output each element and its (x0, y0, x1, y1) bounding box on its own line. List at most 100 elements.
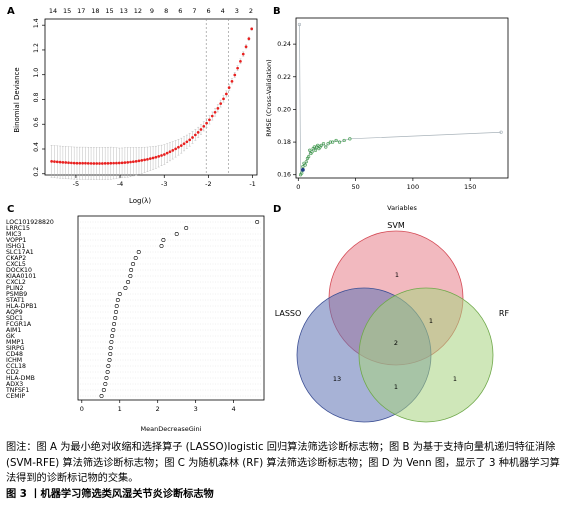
venn-label-lasso: LASSO (275, 309, 302, 318)
a-point-29 (131, 160, 135, 164)
b-point-19 (319, 143, 323, 147)
b-xtick-label-2: 100 (407, 183, 419, 191)
panel-a-lasso-chart: Log(λ) Binomial Deviance -5 -4 -3 -2 -1 0.2 0.… (13, 7, 258, 205)
panel-a-ylabel: Binomial Deviance (13, 67, 21, 132)
a-ytick-label-1: 0.4 (33, 142, 40, 152)
a-point-8 (72, 161, 76, 165)
a-point-41 (165, 151, 169, 155)
b-ytick-label-0: 0.16 (277, 172, 291, 179)
a-point-34 (146, 157, 149, 161)
c-point-14 (114, 304, 119, 308)
a-xtick-label-4: -1 (249, 180, 255, 188)
a-point-27 (126, 160, 130, 164)
b-point-26 (337, 140, 342, 144)
a-point-35 (148, 157, 152, 160)
c-point-13 (115, 298, 120, 302)
b-point-9 (308, 148, 312, 152)
c-point-1 (184, 226, 189, 230)
c-variable-label-11: PLIN2 (6, 285, 24, 292)
b-point-14 (313, 148, 318, 152)
venn-circle-rf (358, 287, 494, 423)
a-point-5 (64, 161, 68, 164)
a-ytick-label-3: 0.8 (33, 92, 40, 102)
a-point-4 (61, 160, 65, 164)
b-point-24 (331, 140, 335, 144)
panel-letter-c: C (7, 204, 14, 215)
a-point-38 (157, 155, 161, 158)
a-point-28 (129, 160, 132, 164)
panel-c-frame (77, 215, 265, 401)
a-point-20 (106, 161, 110, 165)
a-point-25 (120, 161, 124, 165)
c-point-0 (255, 220, 260, 224)
venn-count-lasso-rf: 1 (394, 383, 398, 391)
a-point-30 (134, 159, 138, 163)
c-xtick-label-4: 4 (232, 405, 236, 413)
a-point-3 (58, 160, 62, 164)
venn-count-svm-only: 1 (395, 271, 399, 279)
a-point-17 (98, 162, 101, 165)
a-point-65 (233, 73, 237, 77)
a-point-0 (50, 160, 53, 163)
b-series-line (299, 24, 502, 176)
caption-note: 图注：图 A 为最小绝对收缩和选择算子 (LASSO)logistic 回归算法… (6, 442, 560, 485)
c-point-23 (107, 358, 112, 362)
venn-count-lasso-only: 13 (333, 375, 341, 383)
a-top-label-1: 15 (63, 7, 71, 15)
a-top-label-13: 3 (235, 7, 239, 15)
a-point-43 (171, 149, 175, 152)
a-point-1 (53, 160, 56, 163)
b-ytick-label-2: 0.20 (277, 106, 291, 113)
figure-canvas: A B C D Log(λ) Binomial Deviance -5 -4 -3 -… (5, 6, 510, 433)
a-top-label-0: 14 (49, 7, 57, 15)
a-point-58 (213, 110, 217, 114)
c-point-20 (109, 340, 114, 344)
c-variable-label-28: TNFSF1 (5, 387, 29, 394)
b-point-8 (307, 155, 311, 159)
a-point-49 (188, 138, 192, 142)
a-point-69 (244, 45, 248, 49)
panel-d-venn-diagram: SVM LASSO RF 1 1 2 13 1 1 (275, 221, 510, 423)
c-xtick-label-1: 1 (118, 405, 122, 413)
a-point-33 (143, 158, 146, 162)
panel-b-svm-rfe-chart: Variables RMSE (Cross-Validation) 0 50 100… (265, 17, 509, 212)
c-point-8 (129, 268, 134, 272)
a-point-2 (55, 160, 59, 164)
a-ytick-label-2: 0.6 (33, 117, 40, 127)
a-point-36 (151, 156, 155, 160)
b-point-23 (328, 140, 332, 144)
c-variable-label-3: VOPP1 (6, 237, 26, 244)
a-ytick-label-0: 0.2 (33, 167, 40, 177)
panel-letter-b: B (273, 6, 281, 17)
b-point-11 (310, 150, 314, 154)
a-point-51 (193, 133, 197, 137)
a-xtick-label-1: -4 (117, 180, 123, 188)
c-point-12 (117, 292, 122, 296)
b-ytick-label-1: 0.18 (277, 139, 291, 146)
b-xtick-label-1: 50 (351, 183, 359, 191)
a-point-31 (137, 159, 141, 163)
a-point-14 (89, 162, 93, 165)
a-point-50 (191, 136, 194, 139)
venn-count-rf-only: 1 (453, 375, 457, 383)
venn-label-rf: RF (499, 309, 510, 318)
c-variable-label-10: CXCL2 (6, 279, 26, 286)
a-ytick-label-5: 1.2 (33, 43, 40, 53)
a-point-42 (168, 150, 172, 154)
c-point-15 (113, 310, 118, 314)
c-point-11 (123, 286, 128, 290)
c-variable-label-24: CCL18 (6, 363, 26, 370)
a-point-59 (216, 106, 220, 110)
a-point-24 (117, 161, 121, 165)
a-point-13 (86, 161, 90, 165)
a-point-57 (210, 114, 214, 118)
b-point-2 (300, 171, 304, 175)
a-point-62 (224, 92, 228, 96)
c-point-9 (128, 274, 133, 278)
a-point-64 (230, 79, 234, 83)
a-point-16 (95, 162, 99, 165)
a-top-label-6: 12 (134, 7, 142, 15)
a-top-label-14: 2 (249, 7, 253, 15)
c-point-25 (105, 370, 110, 374)
a-point-23 (115, 161, 118, 165)
